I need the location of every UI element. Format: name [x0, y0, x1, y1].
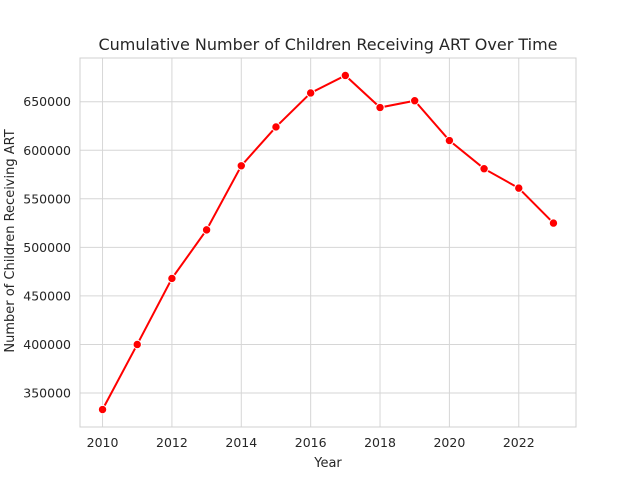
data-point [479, 164, 489, 174]
x-tick-label: 2012 [156, 435, 188, 450]
x-tick-label: 2010 [87, 435, 119, 450]
marker-layer [97, 70, 559, 415]
data-point [201, 225, 212, 235]
data-point [514, 183, 524, 193]
data-point [548, 218, 559, 228]
y-tick-label: 650000 [23, 94, 71, 109]
series-line [101, 74, 555, 410]
x-tick-label: 2014 [225, 435, 257, 450]
data-point [410, 96, 420, 106]
y-tick-label: 600000 [23, 143, 71, 158]
chart-title: Cumulative Number of Children Receiving … [98, 35, 557, 54]
data-point [271, 122, 281, 132]
x-tick-label: 2018 [364, 435, 396, 450]
y-tick-label: 350000 [23, 386, 71, 401]
data-point [132, 339, 142, 350]
data-point [375, 102, 385, 113]
x-tick-label: 2016 [295, 435, 327, 450]
tick-layer: 2010 2012 2014 2016 2018 2020 2022 350000 400000… [23, 94, 534, 450]
y-tick-label: 550000 [23, 191, 71, 206]
x-tick-label: 2022 [503, 435, 535, 450]
y-tick-label: 450000 [23, 288, 71, 303]
grid-layer [80, 58, 576, 427]
y-axis-label: Number of Children Receiving ART [3, 129, 18, 352]
data-point [236, 161, 246, 171]
x-axis-label: Year [313, 456, 342, 471]
y-tick-label: 400000 [23, 337, 71, 352]
data-point [340, 70, 351, 81]
x-tick-label: 2020 [433, 435, 465, 450]
data-point [97, 404, 108, 415]
data-point [167, 273, 177, 284]
data-point [444, 135, 455, 146]
data-point [305, 88, 316, 98]
y-tick-label: 500000 [23, 240, 71, 255]
plot-frame [79, 57, 577, 428]
